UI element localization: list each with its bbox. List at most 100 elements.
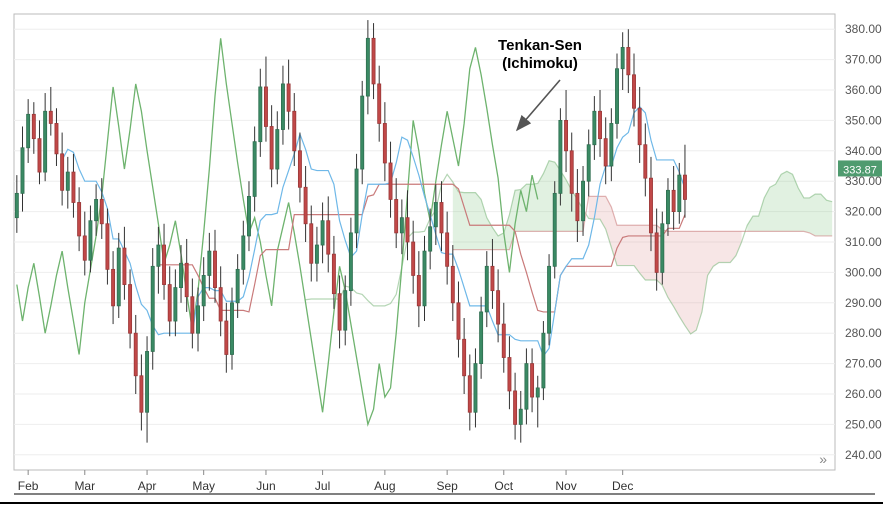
candle (332, 254, 335, 294)
candle (451, 266, 454, 302)
candle (129, 285, 132, 334)
candle (361, 96, 364, 169)
candle (468, 376, 471, 412)
candle (293, 111, 296, 151)
candle (72, 172, 75, 202)
candle (146, 351, 149, 412)
candle (497, 291, 500, 324)
candle (225, 321, 228, 354)
candle (383, 123, 386, 163)
candle (446, 233, 449, 266)
candle (106, 224, 109, 270)
x-month-label: Aug (374, 479, 395, 493)
candle (32, 114, 35, 138)
candle (559, 120, 562, 193)
candle (89, 221, 92, 261)
y-tick-label: 280.00 (845, 326, 882, 340)
candle (434, 202, 437, 226)
last-price-value: 333.87 (843, 164, 877, 176)
candle (304, 187, 307, 223)
candle (463, 339, 466, 375)
candle (400, 218, 403, 233)
candle (259, 87, 262, 142)
candle (480, 312, 483, 364)
candle (253, 142, 256, 197)
candle (117, 248, 120, 306)
y-tick-label: 290.00 (845, 296, 882, 310)
x-month-label: Jun (256, 479, 275, 493)
candle (78, 202, 81, 235)
candle (349, 233, 352, 291)
y-tick-label: 260.00 (845, 387, 882, 401)
candle (502, 324, 505, 357)
candle (525, 364, 528, 410)
x-month-label: Nov (555, 479, 576, 493)
candle (666, 190, 669, 223)
candle (185, 263, 188, 296)
candle (83, 236, 86, 260)
candle (536, 388, 539, 397)
candle (508, 358, 511, 391)
candle (264, 87, 267, 127)
candle (672, 190, 675, 211)
candle (202, 275, 205, 305)
candle (412, 242, 415, 275)
candle (66, 172, 69, 190)
candle (49, 111, 52, 123)
candle (564, 120, 567, 150)
candle (61, 154, 64, 190)
candle (327, 221, 330, 254)
x-month-label: Jul (315, 479, 330, 493)
y-tick-label: 250.00 (845, 417, 882, 431)
candle (406, 218, 409, 242)
candle (247, 196, 250, 236)
candle (162, 245, 165, 285)
scroll-right-icon[interactable]: » (819, 451, 827, 467)
candle (372, 38, 375, 84)
candle (491, 266, 494, 290)
candle (474, 364, 477, 413)
candle (542, 333, 545, 388)
candle (344, 291, 347, 331)
candle (100, 199, 103, 223)
candle (638, 108, 641, 144)
candle (298, 151, 301, 187)
candle (27, 114, 30, 147)
y-tick-label: 310.00 (845, 235, 882, 249)
candle (389, 163, 392, 199)
y-tick-label: 380.00 (845, 22, 882, 36)
annotation-line1: Tenkan-Sen (498, 37, 582, 54)
candle (140, 376, 143, 412)
candle (276, 130, 279, 170)
x-month-label: Mar (74, 479, 95, 493)
candle (281, 84, 284, 130)
candle (378, 84, 381, 124)
candle (174, 288, 177, 321)
candle (112, 269, 115, 305)
candle (242, 236, 245, 269)
candle (208, 251, 211, 275)
candle (95, 199, 98, 220)
x-month-label: May (192, 479, 215, 493)
candle (531, 364, 534, 397)
candle (649, 178, 652, 233)
y-tick-label: 240.00 (845, 448, 882, 462)
chart-svg: 240.00250.00260.00270.00280.00290.00300.… (0, 0, 883, 505)
candle (553, 193, 556, 266)
candle (15, 193, 18, 217)
candle (338, 294, 341, 330)
candle (423, 251, 426, 306)
candle (485, 266, 488, 312)
candle (587, 145, 590, 181)
annotation-line2: (Ichimoku) (502, 55, 578, 72)
candle (134, 333, 137, 376)
x-month-label: Sep (436, 479, 458, 493)
candle (230, 303, 233, 355)
candle (151, 266, 154, 351)
candle (570, 151, 573, 194)
candle (44, 111, 47, 172)
last-price-tag: 333.87 (838, 160, 882, 176)
x-month-label: Oct (494, 479, 513, 493)
candle (610, 123, 613, 166)
candle (604, 139, 607, 166)
